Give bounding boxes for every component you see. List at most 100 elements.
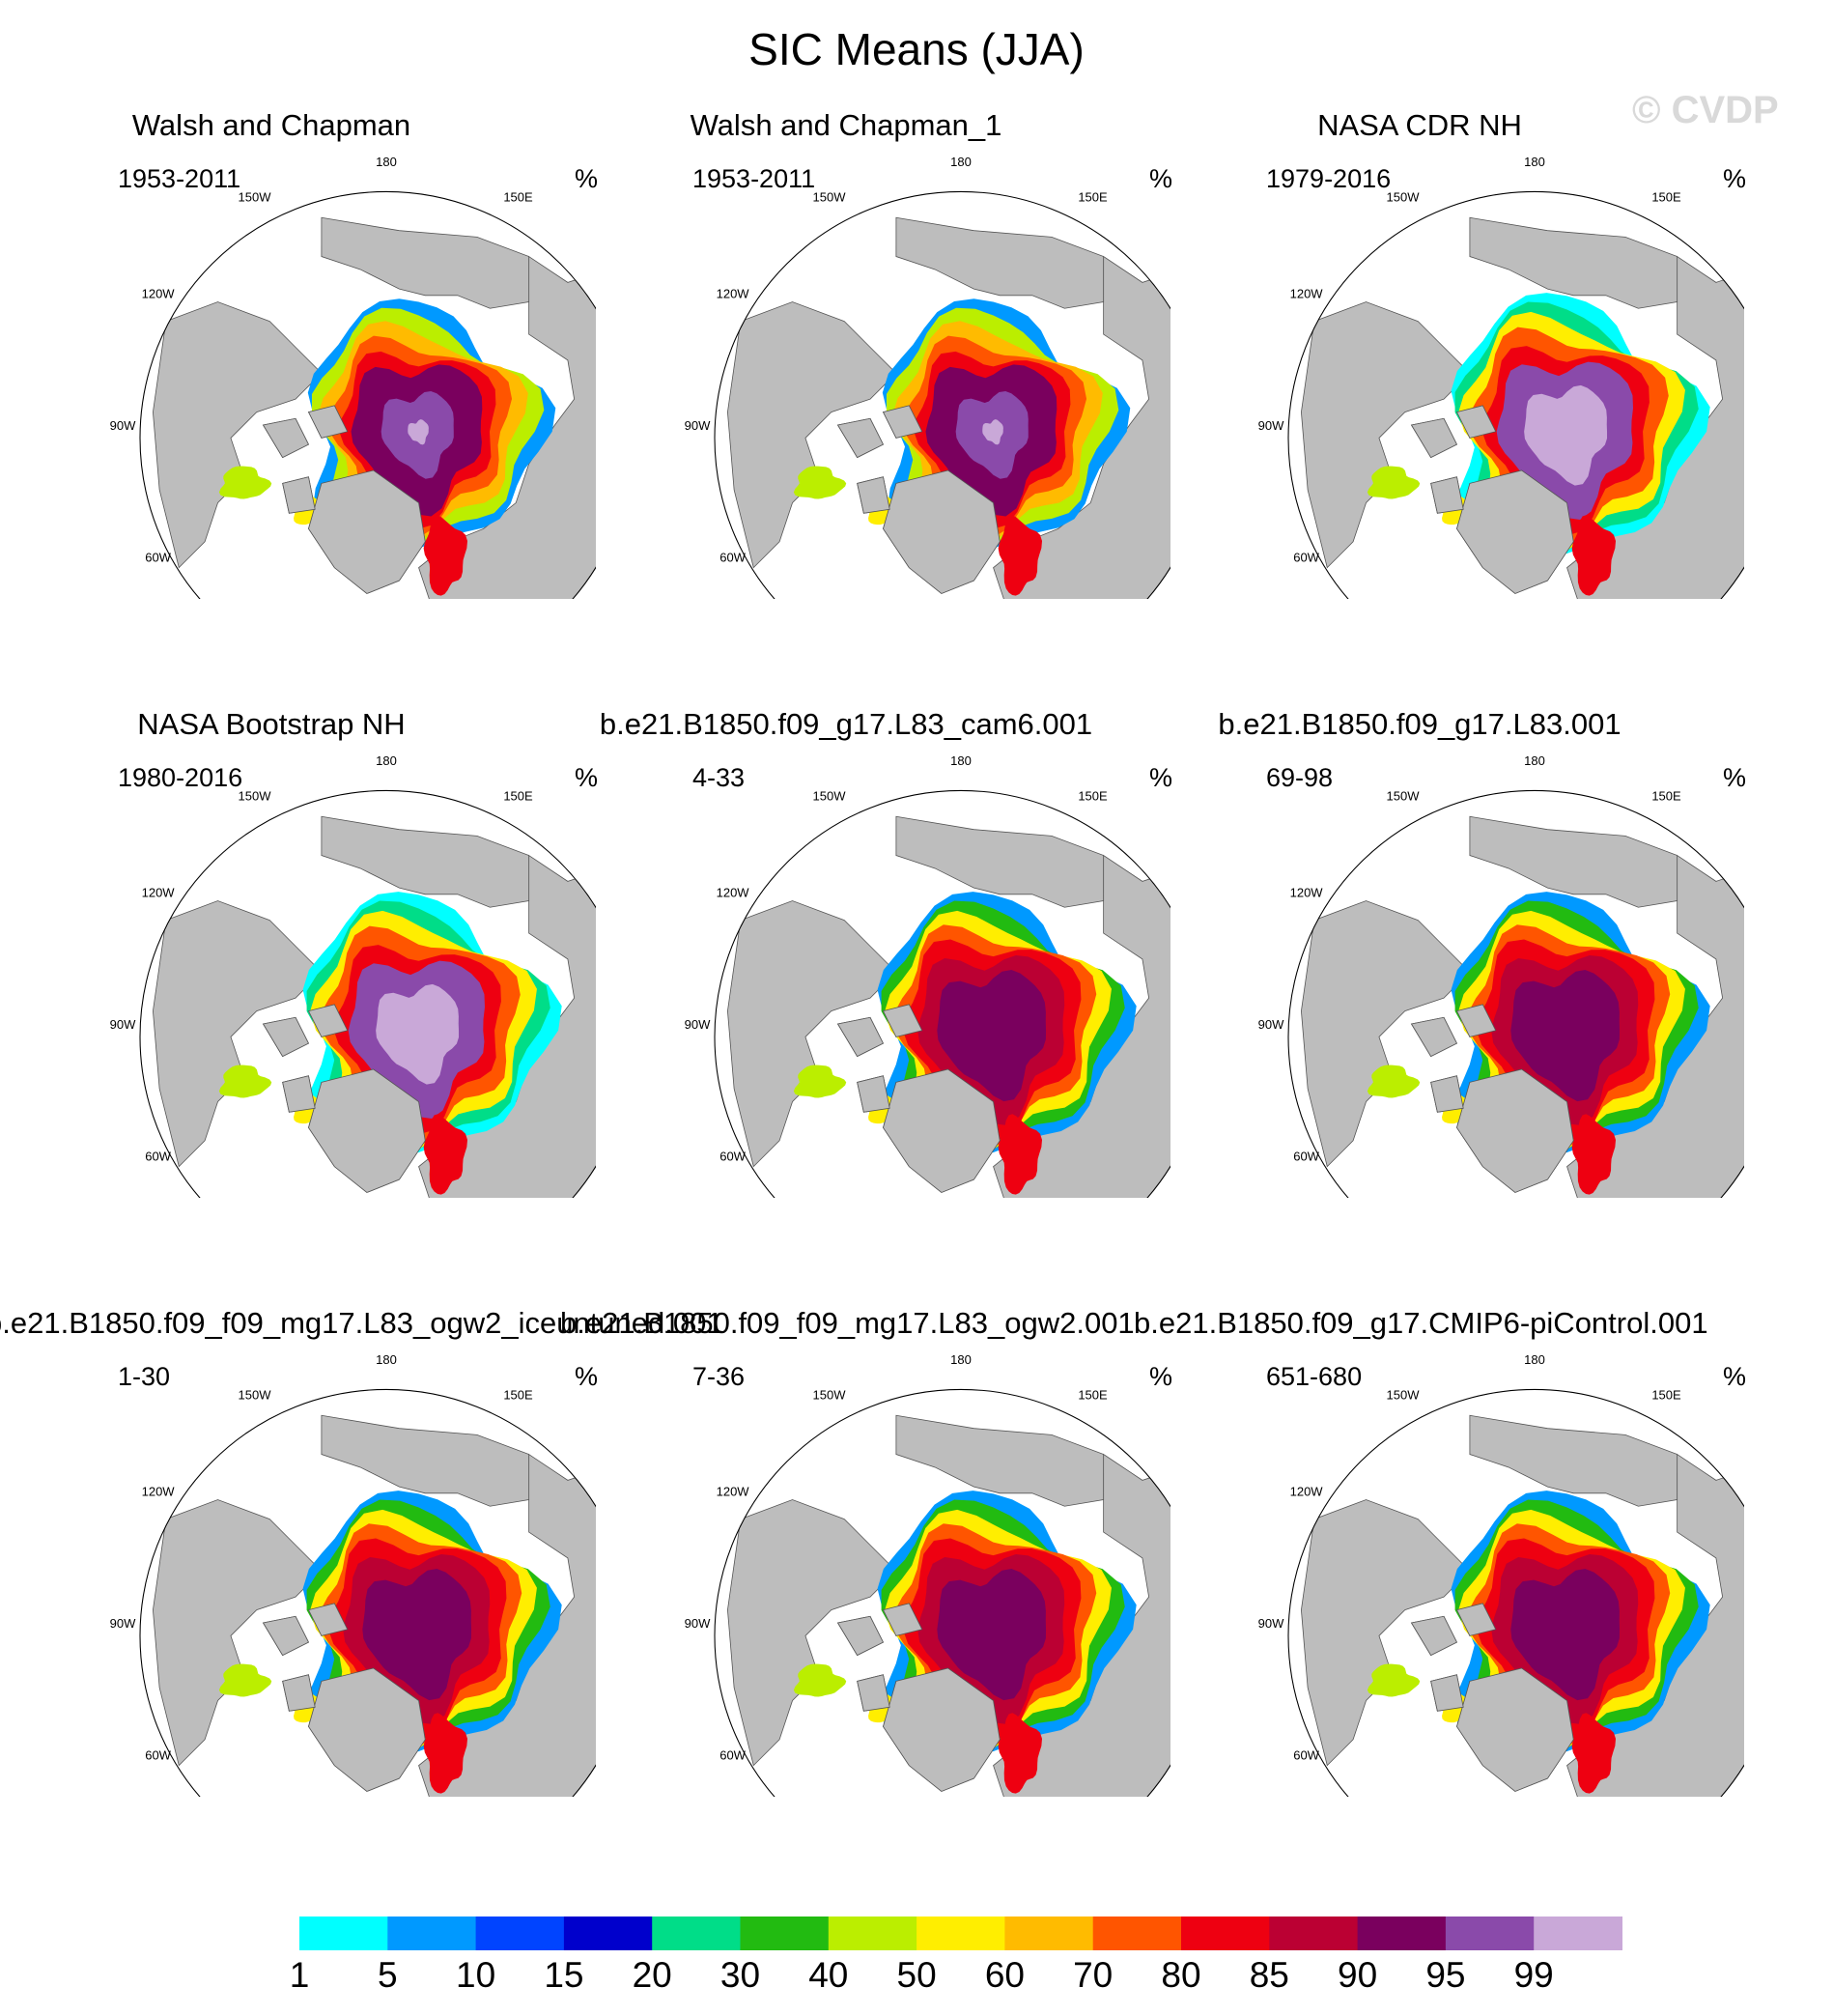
longitude-label: 150E	[1651, 1388, 1681, 1403]
longitude-label: 90W	[1258, 418, 1284, 433]
main-title: SIC Means (JJA)	[748, 24, 1085, 74]
longitude-label: 180	[376, 155, 397, 169]
longitude-label: 180	[950, 1352, 972, 1367]
polar-map: 180150E120E90E60E30E030W60W90W120W150W	[685, 155, 1170, 599]
panel-years: 1-30	[118, 1362, 171, 1391]
longitude-label: 180	[376, 753, 397, 768]
map-panel: b.e21.B1850.f09_f09_mg17.L83_ogw2.001 7-3…	[560, 1198, 1173, 1797]
panel-title: b.e21.B1850.f09_f09_mg17.L83_ogw2.001	[560, 1306, 1135, 1340]
longitude-label: 150W	[239, 190, 272, 205]
panel-units: %	[575, 763, 599, 792]
longitude-label: 180	[1524, 1352, 1545, 1367]
panel-units: %	[1149, 1362, 1173, 1391]
polar-map: 180150E120E90E60E30E030W60W90W120W150W	[1258, 155, 1744, 599]
longitude-label: 150W	[813, 190, 847, 205]
longitude-label: 150W	[1387, 789, 1421, 804]
map-panel: b.e21.B1850.f09_f09_mg17.L83_ogw2_iceunt…	[0, 1198, 723, 1797]
panel-units: %	[1723, 164, 1747, 193]
longitude-label: 150E	[503, 1388, 533, 1403]
longitude-label: 120W	[1290, 1485, 1324, 1499]
longitude-label: 60W	[1293, 551, 1319, 565]
panel-title: NASA CDR NH	[1317, 108, 1522, 142]
longitude-label: 120W	[142, 1485, 176, 1499]
panel-units: %	[1723, 763, 1747, 792]
panel-title: Walsh and Chapman	[131, 108, 411, 142]
polar-map: 180150E120E90E60E30E030W60W90W120W150W	[685, 753, 1170, 1198]
longitude-label: 60W	[145, 1748, 171, 1763]
colorbar-swatch	[1181, 1917, 1270, 1950]
panel-units: %	[575, 164, 599, 193]
longitude-label: 90W	[1258, 1017, 1284, 1032]
colorbar-swatch	[1269, 1917, 1359, 1950]
longitude-label: 150W	[239, 789, 272, 804]
longitude-label: 150E	[1078, 190, 1108, 205]
longitude-label: 60W	[719, 1150, 746, 1164]
watermark: © CVDP	[1632, 89, 1779, 131]
colorbar-swatch	[1092, 1917, 1182, 1950]
map-panel: Walsh and Chapman1953-2011%180150E120E90…	[0, 0, 599, 599]
panel-years: 651-680	[1266, 1362, 1363, 1391]
panel-units: %	[1149, 763, 1173, 792]
longitude-label: 120W	[717, 1485, 750, 1499]
polar-map: 180150E120E90E60E30E030W60W90W120W150W	[110, 753, 596, 1198]
panel-title: b.e21.B1850.f09_g17.L83.001	[1218, 707, 1622, 741]
colorbar-swatch	[387, 1917, 477, 1950]
panel-units: %	[1149, 164, 1173, 193]
polar-map: 180150E120E90E60E30E030W60W90W120W150W	[1258, 1352, 1744, 1797]
colorbar-swatch	[475, 1917, 565, 1950]
longitude-label: 150W	[239, 1388, 272, 1403]
map-panel: NASA CDR NH1979-2016%180150E120E90E60E30…	[1134, 0, 1747, 599]
colorbar-label: 15	[544, 1955, 583, 1995]
panel-units: %	[1723, 1362, 1747, 1391]
map-panel: b.e21.B1850.f09_g17.L83_cam6.001 4-33% 180…	[560, 599, 1173, 1198]
colorbar-label: 5	[378, 1955, 398, 1995]
colorbar-label: 85	[1250, 1955, 1289, 1995]
panel-years: 1953-2011	[692, 164, 816, 193]
longitude-label: 150W	[1387, 190, 1421, 205]
longitude-label: 150E	[503, 190, 533, 205]
longitude-label: 180	[376, 1352, 397, 1367]
longitude-label: 60W	[719, 1748, 746, 1763]
longitude-label: 150E	[1651, 789, 1681, 804]
longitude-label: 90W	[110, 1616, 136, 1631]
colorbar-label: 70	[1073, 1955, 1113, 1995]
panel-years: 7-36	[692, 1362, 746, 1391]
colorbar-label: 50	[897, 1955, 937, 1995]
colorbar-swatch	[1357, 1917, 1447, 1950]
longitude-label: 60W	[1293, 1748, 1319, 1763]
colorbar-swatch	[1004, 1917, 1094, 1950]
longitude-label: 120W	[142, 287, 176, 301]
longitude-label: 120W	[1290, 287, 1324, 301]
map-panel: b.e21.B1850.f09_g17.L83.001 69-98% 180 150E…	[1134, 599, 1747, 1198]
map-panel: b.e21.B1850.f09_g17.CMIP6-piControl.001 6…	[1134, 1198, 1747, 1797]
longitude-label: 180	[950, 753, 972, 768]
longitude-label: 150E	[503, 789, 533, 804]
polar-map: 180150E120E90E60E30E030W60W90W120W150W	[110, 1352, 596, 1797]
colorbar-swatch	[828, 1917, 917, 1950]
longitude-label: 60W	[1293, 1150, 1319, 1164]
longitude-label: 120W	[142, 886, 176, 900]
longitude-label: 60W	[145, 551, 171, 565]
colorbar-label: 1	[290, 1955, 310, 1995]
polar-map: 180150E120E90E60E30E030W60W90W120W150W	[1258, 753, 1744, 1198]
colorbar-label: 99	[1514, 1955, 1554, 1995]
longitude-label: 120W	[1290, 886, 1324, 900]
colorbar-swatch	[916, 1917, 1005, 1950]
colorbar-label: 80	[1161, 1955, 1200, 1995]
longitude-label: 90W	[685, 1616, 711, 1631]
panel-title: Walsh and Chapman_1	[690, 108, 1002, 142]
colorbar-label: 60	[985, 1955, 1025, 1995]
longitude-label: 90W	[685, 418, 711, 433]
panel-units: %	[575, 1362, 599, 1391]
longitude-label: 180	[1524, 155, 1545, 169]
panel-title: b.e21.B1850.f09_g17.CMIP6-piControl.001	[1134, 1306, 1708, 1340]
longitude-label: 150W	[1387, 1388, 1421, 1403]
panel-years: 69-98	[1266, 763, 1334, 792]
longitude-label: 120W	[717, 886, 750, 900]
colorbar-label: 95	[1425, 1955, 1465, 1995]
longitude-label: 150E	[1078, 1388, 1108, 1403]
colorbar-swatch	[1445, 1917, 1535, 1950]
colorbar-swatch	[299, 1917, 388, 1950]
polar-map: 180150E120E90E60E30E030W60W90W120W150W	[110, 155, 596, 599]
colorbar-swatch	[740, 1917, 830, 1950]
